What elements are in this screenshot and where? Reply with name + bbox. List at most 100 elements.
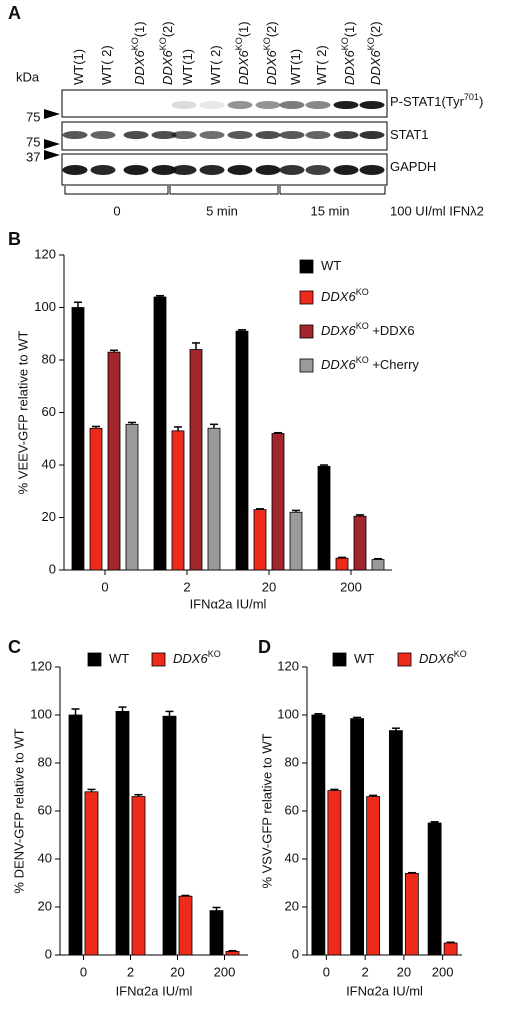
band <box>90 165 116 175</box>
y-tick-label: 60 <box>38 802 52 817</box>
lane-label-run: (1) <box>342 21 357 37</box>
lane-label: WT( 2) <box>99 45 114 85</box>
bar <box>225 951 240 956</box>
bar <box>207 427 221 571</box>
legend-label: DDX6KO <box>321 287 369 304</box>
y-tick-label: 100 <box>34 299 56 314</box>
lane-label-run: WT( 2) <box>314 45 329 85</box>
marker-label: 37 <box>26 149 40 164</box>
y-tick-label: 0 <box>49 561 56 576</box>
unit-label: kDa <box>16 69 40 84</box>
bar <box>162 715 177 956</box>
marker-label: 75 <box>26 134 40 149</box>
y-tick-label: 20 <box>42 509 56 524</box>
band <box>333 131 359 139</box>
bar <box>371 559 385 571</box>
bar <box>189 349 203 571</box>
band-label-run: 701 <box>464 92 479 102</box>
legend-label-run: DDX6 <box>321 323 356 338</box>
legend-swatch <box>332 652 347 667</box>
y-tick-label: 120 <box>277 658 299 673</box>
band <box>359 165 385 175</box>
x-tick-label: 0 <box>80 964 87 979</box>
bar <box>89 427 103 571</box>
band <box>151 165 177 175</box>
lane-label: WT(1) <box>288 49 303 85</box>
y-tick-label: 40 <box>42 456 56 471</box>
marker-arrow <box>44 109 60 119</box>
lane-label-run: KO <box>262 37 272 50</box>
legend-label-run: KO <box>454 649 467 659</box>
band <box>123 165 149 175</box>
bar <box>171 430 185 571</box>
legend-label-run: DDX6 <box>321 289 356 304</box>
lane-label-run: WT( 2) <box>208 45 223 85</box>
band <box>171 101 197 109</box>
y-tick-label: 100 <box>30 706 52 721</box>
legend-label-run: WT <box>354 651 374 666</box>
legend-swatch <box>299 358 314 373</box>
blot-strip <box>61 121 388 151</box>
legend-label: WT <box>109 651 129 666</box>
bar <box>115 711 130 956</box>
lane-label-run: KO <box>234 37 244 50</box>
y-tick-label: 40 <box>285 850 299 865</box>
bar <box>327 790 342 956</box>
bar <box>271 433 285 571</box>
lane-label: DDX6KO(2) <box>262 21 279 85</box>
legend-swatch <box>299 324 314 339</box>
band <box>199 165 225 175</box>
y-axis-label: % VEEV-GFP relative to WT <box>15 331 30 495</box>
band <box>151 131 177 139</box>
band <box>305 101 331 109</box>
legend-label: DDX6KO <box>173 649 221 666</box>
bar <box>427 822 442 956</box>
bar <box>335 557 349 571</box>
band <box>90 131 116 139</box>
band-label: STAT1 <box>390 127 429 142</box>
x-axis-label: IFNα2a IU/ml <box>346 983 423 998</box>
panel-label: C <box>8 637 21 657</box>
x-tick-label: 20 <box>170 964 184 979</box>
legend-label-run: WT <box>109 651 129 666</box>
legend-label-run: WT <box>321 258 341 273</box>
y-tick-label: 80 <box>285 754 299 769</box>
x-tick-label: 200 <box>214 964 236 979</box>
bar <box>443 942 458 956</box>
marker-arrow <box>44 139 60 149</box>
band <box>227 131 253 139</box>
legend-swatch <box>151 652 166 667</box>
band-label: GAPDH <box>390 159 436 174</box>
legend-label: DDX6KO <box>419 649 467 666</box>
x-tick-label: 200 <box>340 579 362 594</box>
x-axis-label: IFNα2a IU/ml <box>116 983 193 998</box>
lane-label: WT( 2) <box>314 45 329 85</box>
lane-label: DDX6KO(2) <box>158 21 175 85</box>
lane-label-run: (1) <box>132 21 147 37</box>
band <box>279 165 305 175</box>
legend-label-run: KO <box>356 321 369 331</box>
legend-swatch <box>299 290 314 305</box>
band <box>199 101 225 109</box>
x-tick-label: 200 <box>432 964 454 979</box>
bar <box>178 895 193 956</box>
band <box>255 101 281 109</box>
bar <box>71 307 85 571</box>
marker-arrow <box>44 150 60 160</box>
band <box>227 101 253 109</box>
lane-label: WT(1) <box>71 49 86 85</box>
lane-label-run: KO <box>130 37 140 50</box>
legend-label: WT <box>321 258 341 273</box>
timepoint-label: 0 <box>113 203 120 218</box>
treatment-label: 100 UI/ml IFNλ2 <box>390 203 484 218</box>
band-label-run: P-STAT1(Tyr <box>390 94 465 109</box>
bar <box>289 511 303 571</box>
band-label-run: ) <box>479 94 483 109</box>
band <box>359 101 385 109</box>
bar <box>317 465 331 571</box>
lane-label-run: KO <box>158 37 168 50</box>
band <box>199 131 225 139</box>
y-axis-label: % VSV-GFP relative to WT <box>259 733 274 888</box>
timepoint-label: 5 min <box>206 203 238 218</box>
legend-swatch <box>397 652 412 667</box>
